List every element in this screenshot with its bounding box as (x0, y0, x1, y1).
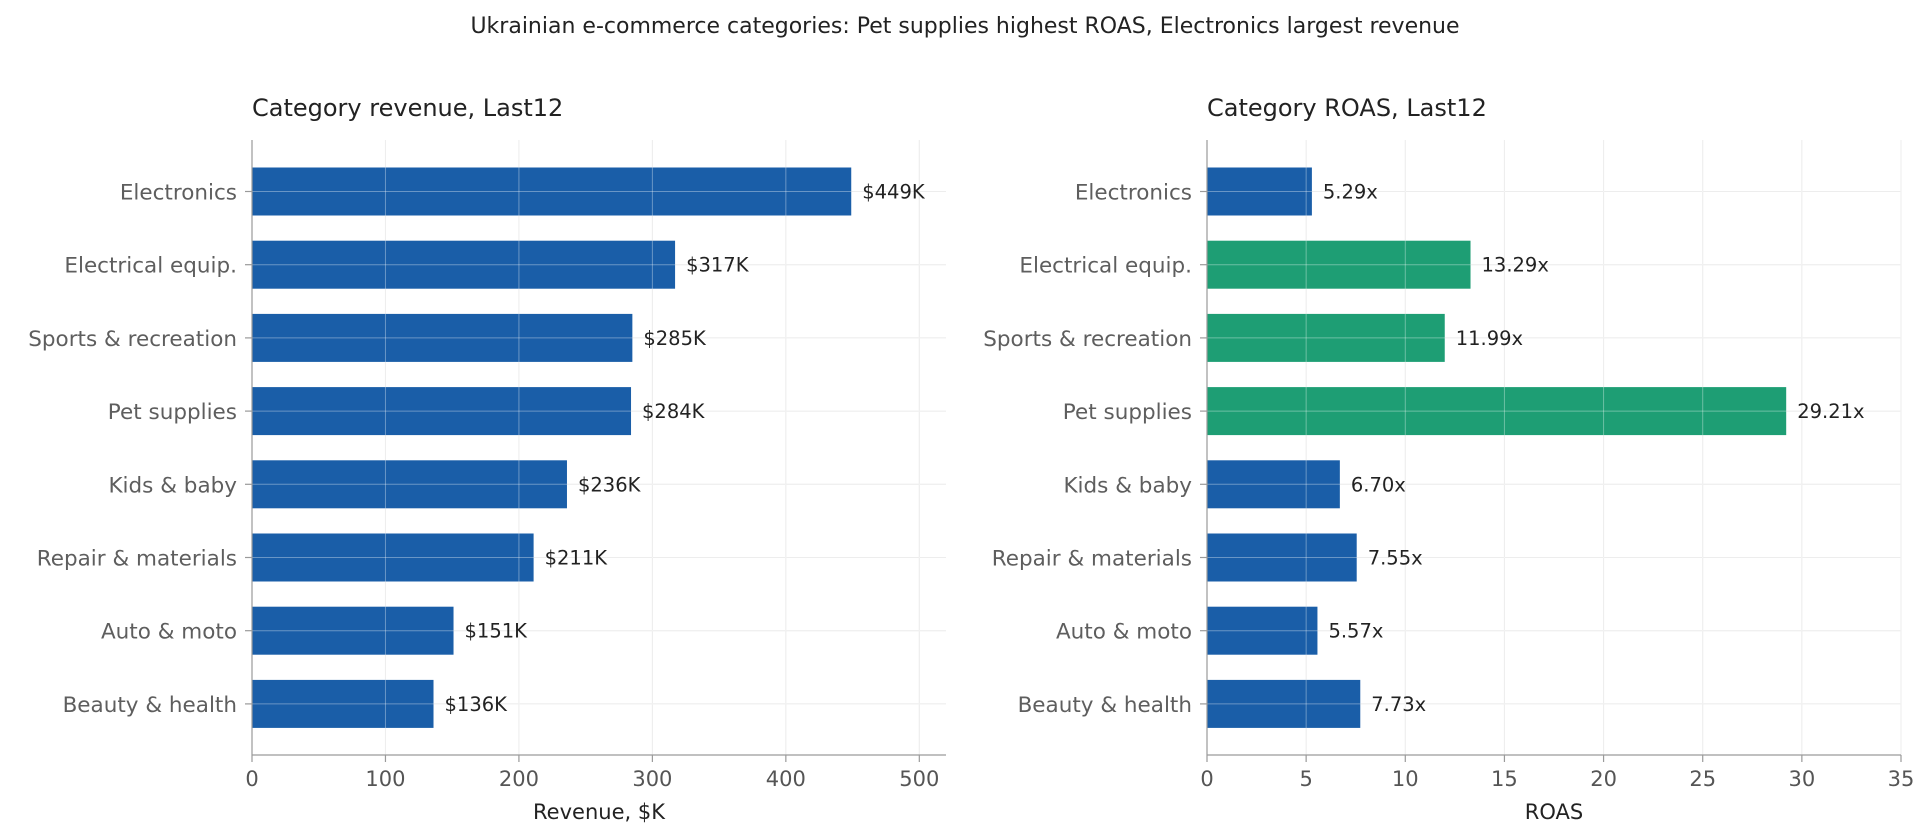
roas-category-label: Electrical equip. (1019, 254, 1192, 279)
roas-x-tick-label: 35 (1888, 767, 1915, 791)
revenue-category-label: Electronics (120, 181, 237, 206)
revenue-data-label: $285K (643, 327, 707, 350)
revenue-bar (252, 460, 567, 509)
revenue-bar (252, 533, 534, 582)
roas-data-label: 5.29x (1323, 181, 1378, 204)
revenue-x-axis-label: Revenue, $K (533, 800, 666, 824)
roas-bar (1207, 460, 1340, 509)
revenue-data-label: $317K (686, 254, 750, 277)
revenue-category-label: Electrical equip. (64, 254, 237, 279)
revenue-category-label: Pet supplies (108, 400, 237, 425)
revenue-bar (252, 606, 454, 655)
roas-bar (1207, 387, 1787, 436)
roas-data-label: 5.57x (1328, 620, 1383, 643)
figure-suptitle: Ukrainian e-commerce categories: Pet sup… (470, 14, 1459, 39)
revenue-bar (252, 240, 676, 289)
roas-panel: Category ROAS, Last12 ROAS 0 5 10 15 20 25 30 3… (983, 94, 1914, 824)
revenue-category-label: Kids & baby (108, 473, 237, 498)
roas-category-label: Auto & moto (1056, 620, 1192, 645)
revenue-x-tick-label: 500 (899, 767, 939, 791)
revenue-x-tick-label: 400 (766, 767, 806, 791)
roas-x-tick-label: 0 (1200, 767, 1213, 791)
revenue-bar (252, 167, 852, 216)
revenue-panel-title: Category revenue, Last12 (252, 94, 563, 122)
roas-data-label: 6.70x (1351, 473, 1406, 496)
revenue-category-label: Repair & materials (37, 547, 237, 572)
roas-bar (1207, 240, 1471, 289)
roas-category-label: Kids & baby (1063, 473, 1192, 498)
roas-category-label: Beauty & health (1018, 693, 1192, 718)
roas-x-tick-label: 15 (1491, 767, 1518, 791)
roas-category-label: Repair & materials (992, 547, 1192, 572)
revenue-x-tick-label: 200 (499, 767, 539, 791)
revenue-data-label: $236K (578, 473, 642, 496)
revenue-bar (252, 387, 632, 436)
roas-bar (1207, 313, 1445, 362)
revenue-x-tick-label: 300 (632, 767, 672, 791)
roas-bar (1207, 167, 1312, 216)
revenue-data-label: $211K (545, 547, 609, 570)
roas-x-tick-label: 30 (1788, 767, 1815, 791)
revenue-category-label: Beauty & health (63, 693, 237, 718)
roas-bar (1207, 606, 1318, 655)
revenue-category-label: Sports & recreation (28, 327, 237, 352)
roas-x-tick-label: 20 (1590, 767, 1617, 791)
revenue-panel: Category revenue, Last12 Revenue, $K 0 10… (28, 94, 946, 824)
roas-data-label: 13.29x (1482, 254, 1549, 277)
revenue-data-label: $151K (465, 620, 529, 643)
roas-data-label: 29.21x (1797, 400, 1864, 423)
revenue-bar (252, 313, 633, 362)
revenue-x-tick-label: 0 (245, 767, 258, 791)
roas-category-label: Pet supplies (1063, 400, 1192, 425)
revenue-x-tick-label: 100 (365, 767, 405, 791)
roas-x-axis-label: ROAS (1525, 800, 1583, 824)
revenue-category-label: Auto & moto (101, 620, 237, 645)
revenue-data-label: $449K (862, 181, 926, 204)
roas-category-label: Sports & recreation (983, 327, 1192, 352)
roas-x-tick-label: 10 (1392, 767, 1419, 791)
roas-x-tick-label: 5 (1299, 767, 1312, 791)
roas-data-label: 7.55x (1368, 547, 1423, 570)
roas-data-label: 11.99x (1456, 327, 1523, 350)
roas-x-tick-label: 25 (1689, 767, 1716, 791)
roas-category-label: Electronics (1075, 181, 1192, 206)
roas-bar (1207, 533, 1357, 582)
revenue-data-label: $284K (642, 400, 706, 423)
roas-data-label: 7.73x (1371, 693, 1426, 716)
roas-panel-title: Category ROAS, Last12 (1207, 94, 1487, 122)
revenue-data-label: $136K (445, 693, 509, 716)
revenue-bar (252, 679, 434, 728)
roas-bar (1207, 679, 1361, 728)
